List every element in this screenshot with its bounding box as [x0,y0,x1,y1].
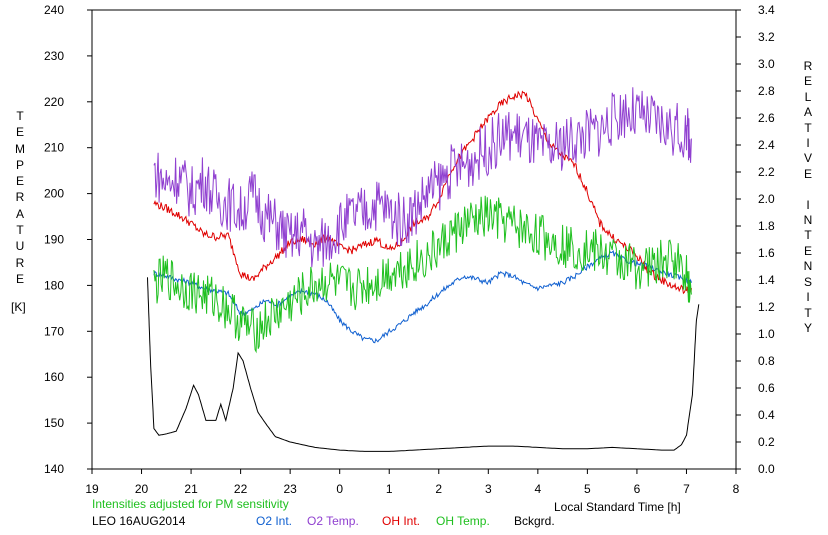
x-tick-label: 4 [535,482,542,496]
left-tick-label: 150 [44,416,64,430]
series-line-bckgrd- [147,277,700,452]
legend-item: OH Temp. [436,514,490,528]
legend-item: OH Int. [382,514,421,528]
left-tick-label: 190 [44,233,64,247]
x-tick-label: 19 [85,482,99,496]
series-line-o2-temp- [153,87,692,268]
left-tick-label: 240 [44,3,64,17]
legend-item: O2 Temp. [307,514,359,528]
x-tick-label: 0 [336,482,343,496]
left-tick-label: 170 [44,324,64,338]
x-tick-label: 20 [135,482,149,496]
x-tick-label: 8 [733,482,740,496]
right-tick-label: 0.8 [758,354,775,368]
right-tick-label: 2.0 [758,192,775,206]
x-tick-label: 1 [386,482,393,496]
right-tick-label: 1.2 [758,300,775,314]
series-line-oh-temp- [153,195,692,354]
right-tick-label: 2.6 [758,111,775,125]
right-tick-label: 1.4 [758,273,775,287]
note-text: Intensities adjusted for PM sensitivity [92,497,289,511]
station-date: LEO 16AUG2014 [92,514,186,528]
legend-item: O2 Int. [256,514,293,528]
left-tick-label: 160 [44,370,64,384]
right-tick-label: 2.4 [758,138,775,152]
right-axis-label: R E L A T I V E I N T E N S I T Y [803,59,813,335]
left-tick-label: 140 [44,462,64,476]
left-tick-label: 220 [44,95,64,109]
x-tick-label: 3 [485,482,492,496]
left-axis-unit: [K] [11,300,26,314]
left-axis-label: T E M P E R A T U R E [15,109,25,286]
right-tick-label: 1.6 [758,246,775,260]
right-tick-label: 0.6 [758,381,775,395]
x-tick-label: 2 [435,482,442,496]
x-tick-label: 21 [184,482,198,496]
x-tick-label: 5 [584,482,591,496]
x-tick-label: 23 [283,482,297,496]
x-axis-label: Local Standard Time [h] [554,500,681,514]
x-tick-label: 6 [634,482,641,496]
x-tick-label: 22 [234,482,248,496]
right-tick-label: 2.2 [758,165,775,179]
series-line-o2-int- [153,250,692,344]
right-tick-label: 1.0 [758,327,775,341]
x-tick-label: 7 [683,482,690,496]
right-tick-label: 1.8 [758,219,775,233]
series-line-oh-int- [153,90,692,295]
right-tick-label: 0.0 [758,462,775,476]
left-tick-label: 210 [44,141,64,155]
right-tick-label: 2.8 [758,84,775,98]
right-tick-label: 3.2 [758,30,775,44]
legend-item: Bckgrd. [514,514,555,528]
left-tick-label: 200 [44,187,64,201]
right-tick-label: 0.4 [758,408,775,422]
left-tick-label: 180 [44,278,64,292]
left-tick-label: 230 [44,49,64,63]
right-tick-label: 3.4 [758,3,775,17]
right-tick-label: 3.0 [758,57,775,71]
right-tick-label: 0.2 [758,435,775,449]
